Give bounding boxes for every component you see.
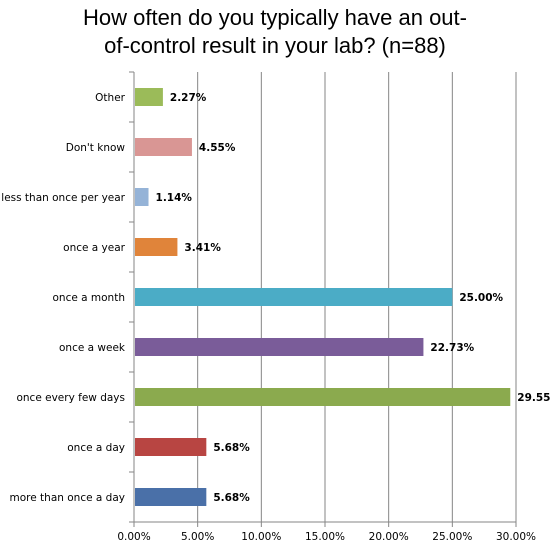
data-label: 2.27% [170, 92, 207, 104]
bar [135, 188, 149, 206]
bar [135, 238, 178, 256]
bar [135, 438, 207, 456]
category-label: once a year [63, 242, 126, 254]
data-label: 5.68% [213, 442, 250, 454]
category-label: Don't know [66, 142, 126, 154]
category-label: more than once a day [10, 492, 125, 504]
x-tick-label: 25.00% [432, 531, 472, 543]
category-label: once a week [59, 342, 126, 354]
x-tick-label: 15.00% [305, 531, 345, 543]
data-label: 4.55% [199, 142, 236, 154]
data-label: 1.14% [156, 192, 193, 204]
x-tick-label: 5.00% [181, 531, 214, 543]
bar [135, 488, 207, 506]
x-tick-label: 0.00% [117, 531, 150, 543]
x-tick-label: 20.00% [369, 531, 409, 543]
category-label: Other [95, 92, 125, 104]
data-label: 5.68% [213, 492, 250, 504]
x-tick-label: 10.00% [241, 531, 281, 543]
bar [135, 88, 163, 106]
data-label: 3.41% [184, 242, 221, 254]
data-label: 29.55% [517, 392, 550, 404]
x-tick-label: 30.00% [496, 531, 536, 543]
bar [135, 138, 192, 156]
chart-title: How often do you typically have an out- … [0, 4, 550, 60]
category-label: less than once per year [1, 192, 125, 204]
bar [135, 288, 453, 306]
chart-title-line-2: of-control result in your lab? (n=88) [104, 33, 446, 58]
bar [135, 388, 511, 406]
category-label: once a month [52, 292, 125, 304]
chart-title-line-1: How often do you typically have an out- [82, 5, 467, 30]
category-label: once every few days [16, 392, 125, 404]
bar [135, 338, 424, 356]
data-label: 25.00% [459, 292, 503, 304]
data-label: 22.73% [430, 342, 474, 354]
category-label: once a day [67, 442, 125, 454]
